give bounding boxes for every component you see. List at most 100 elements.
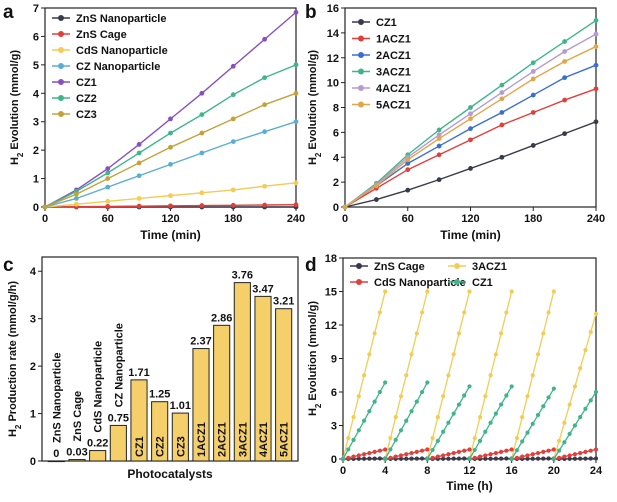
panel-d-ytick-label: 0 bbox=[331, 454, 337, 466]
panel-d-ytick-label: 15 bbox=[325, 287, 337, 299]
panel-d-ytick-label: 3 bbox=[331, 421, 337, 433]
panel-b-data-point bbox=[562, 49, 568, 54]
panel-c-data-label: 1.71 bbox=[128, 367, 149, 379]
panel-d-data-point bbox=[588, 329, 593, 335]
panel-a-data-point bbox=[262, 75, 268, 81]
panel-a-ytick-label: 1 bbox=[33, 174, 39, 186]
panel-a-xtick-label: 240 bbox=[287, 213, 305, 225]
panel-d-data-point bbox=[530, 421, 535, 426]
panel-d-data-point bbox=[578, 456, 583, 461]
panel-b-legend-label: 1ACZ1 bbox=[376, 34, 411, 46]
panel-a-data-point bbox=[262, 202, 268, 208]
panel-d-data-point bbox=[483, 429, 488, 434]
panel-a-data-point bbox=[230, 92, 236, 98]
panel-b-data-point bbox=[468, 111, 473, 117]
panel-d-xtick-label: 20 bbox=[548, 465, 560, 477]
panel-a-data-point bbox=[262, 129, 268, 135]
panel-c-category-label: CdS Nanoparticle bbox=[93, 341, 105, 433]
panel-d-data-point bbox=[372, 331, 377, 336]
panel-b-data-point bbox=[342, 204, 348, 210]
panel-a-ytick-label: 3 bbox=[33, 117, 39, 129]
panel-a-ytick-label: 7 bbox=[33, 3, 39, 15]
panel-d-data-point bbox=[562, 454, 567, 459]
panel-c-bar bbox=[68, 459, 86, 462]
panel-d-data-point bbox=[441, 429, 446, 434]
panel-b-legend-label: CZ1 bbox=[376, 17, 397, 29]
panel-d-data-point bbox=[346, 455, 351, 460]
panel-d-data-point bbox=[499, 449, 504, 454]
panel-b-ytick-label: 16 bbox=[327, 3, 339, 15]
panel-c-data-label: 3.21 bbox=[273, 296, 294, 308]
panel-a-data-point bbox=[105, 166, 111, 172]
panel-d-data-point bbox=[414, 456, 419, 461]
panel-a-xtick-label: 180 bbox=[224, 213, 242, 225]
panel-a-data-point bbox=[168, 144, 173, 150]
panel-d-xtick-label: 24 bbox=[590, 465, 603, 477]
panel-d-data-point bbox=[435, 438, 440, 443]
panel-d-data-point bbox=[383, 447, 388, 452]
panel-d-data-point bbox=[377, 389, 382, 395]
panel-d-data-point bbox=[340, 456, 346, 462]
panel-b-data-point bbox=[468, 137, 473, 143]
panel-d-xtick-label: 0 bbox=[340, 465, 346, 477]
panel-a-data-point bbox=[293, 90, 299, 96]
panel-d-data-point bbox=[567, 453, 572, 458]
panel-d-data-point bbox=[593, 389, 599, 395]
panel-a-data-point bbox=[230, 187, 236, 193]
panel-d-data-point bbox=[504, 310, 509, 315]
panel-d-data-point bbox=[541, 449, 546, 454]
panel-d-xtick-label: 4 bbox=[382, 465, 389, 477]
panel-c-bar bbox=[233, 282, 251, 462]
panel-b-data-point bbox=[436, 177, 442, 183]
panel-d-data-point bbox=[419, 389, 425, 395]
panel-d-xtick-label: 12 bbox=[463, 465, 475, 477]
panel-b-legend-marker bbox=[358, 35, 364, 42]
panel-d-data-point bbox=[525, 394, 530, 399]
panel-d-data-point bbox=[467, 447, 472, 452]
panel-d-data-point bbox=[541, 456, 546, 461]
panel-d-data-point bbox=[456, 331, 462, 336]
panel-d-data-point bbox=[356, 456, 361, 461]
panel-b-legend-marker bbox=[358, 19, 364, 25]
panel-d-data-point bbox=[546, 448, 551, 453]
panel-c-data-label: 3.47 bbox=[252, 283, 273, 295]
panel-c-frame bbox=[41, 256, 299, 462]
panel-d-data-point bbox=[520, 439, 525, 444]
panel-d-data-point bbox=[451, 352, 456, 357]
panel-d-data-point bbox=[446, 452, 451, 457]
panel-d-data-point bbox=[446, 456, 451, 461]
panel-d-data-point bbox=[572, 384, 578, 389]
panel-d-data-point bbox=[398, 394, 404, 399]
panel-d-data-point bbox=[504, 456, 509, 461]
panel-d-data-point bbox=[588, 398, 593, 403]
panel-b-data-point bbox=[436, 152, 442, 158]
panel-d-data-point bbox=[541, 331, 546, 336]
panel-a-data-point bbox=[199, 112, 205, 118]
panel-d-data-point bbox=[472, 455, 477, 460]
panel-d-data-point bbox=[462, 310, 467, 315]
panel-d-data-point bbox=[462, 456, 467, 461]
panel-b-data-point bbox=[562, 39, 568, 44]
panel-d-data-point bbox=[567, 402, 572, 407]
panel-a-legend-marker bbox=[58, 31, 64, 37]
panel-d-data-point bbox=[372, 449, 377, 454]
panel-d-data-point bbox=[514, 435, 520, 441]
panel-d-data-point bbox=[414, 399, 419, 404]
panel-d-ytick-label: 18 bbox=[325, 253, 337, 265]
panel-d-data-point bbox=[404, 456, 409, 461]
panel-b-data-point bbox=[436, 136, 442, 141]
panel-d-xlabel: Time (h) bbox=[446, 479, 492, 493]
panel-c-bar bbox=[130, 379, 148, 462]
panel-b-legend-label: 3ACZ1 bbox=[376, 67, 411, 79]
panel-d-data-point bbox=[514, 455, 520, 460]
panel-a-data-point bbox=[105, 170, 111, 176]
panel-a-data-point bbox=[136, 196, 142, 201]
panel-c-data-label: 0.22 bbox=[87, 438, 108, 450]
panel-d-data-point bbox=[477, 454, 483, 459]
panel-a-legend-marker bbox=[58, 15, 64, 21]
panel-b-data-point bbox=[373, 183, 379, 189]
panel-d-data-point bbox=[441, 453, 446, 458]
panel-b-data-point bbox=[499, 110, 505, 115]
panel-c-data-label: 3.76 bbox=[232, 270, 253, 282]
